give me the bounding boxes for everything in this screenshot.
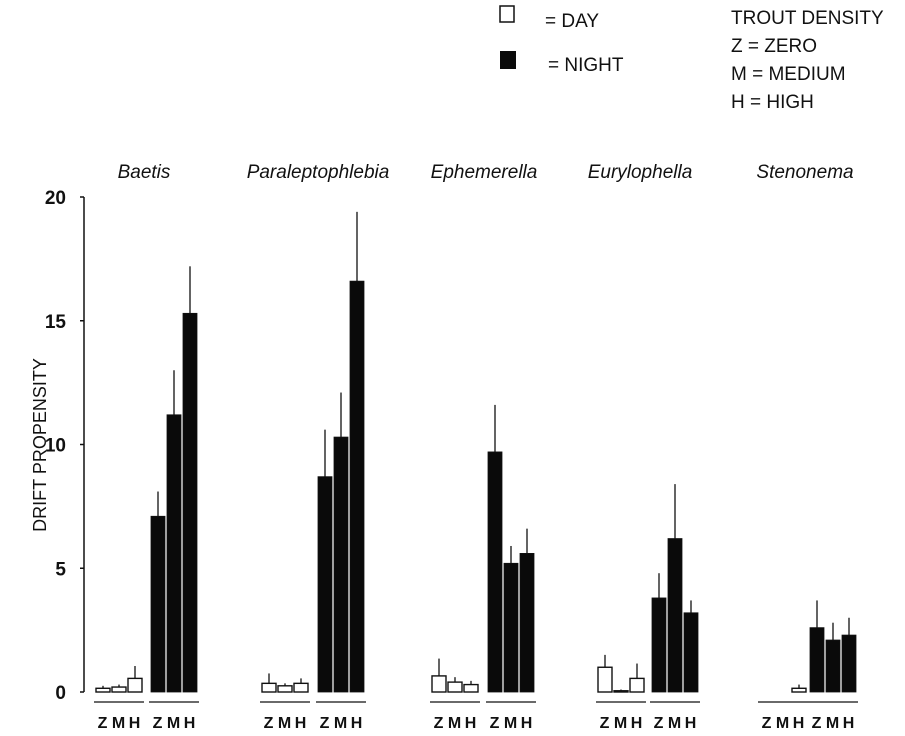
legend: = DAY = NIGHT TROUT DENSITY Z = ZERO M =… [499,5,884,113]
density-label: Z [98,715,109,732]
day-bar-h [127,677,143,693]
density-label: H [631,715,644,732]
panel-title: Baetis [118,162,171,183]
density-label: Z [153,715,164,732]
density-legend-zero: Z = ZERO [731,36,817,57]
day-bar-z [597,666,613,693]
density-label: H [793,715,806,732]
day-bar-z [261,682,277,693]
night-bar-m [333,436,349,693]
night-bar-h [841,634,857,693]
density-label: H [521,715,534,732]
y-tick-label: 20 [45,188,66,209]
density-legend-high: H = HIGH [731,92,814,113]
density-label: H [843,715,856,732]
legend-day-label: = DAY [545,11,599,32]
y-tick-label: 0 [55,683,66,704]
density-label: Z [320,715,331,732]
panel-title: Eurylophella [588,162,693,183]
night-bar-z [317,476,333,693]
density-label: H [685,715,698,732]
legend-night-swatch [500,51,516,69]
density-label: Z [600,715,611,732]
day-bar-z [431,675,447,693]
day-bar-h [293,682,309,693]
legend-night-label: = NIGHT [548,55,624,76]
panel-title: Ephemerella [431,162,538,183]
density-label: Z [434,715,445,732]
panel-title: Paraleptophlebia [247,162,390,183]
y-tick-label: 10 [45,436,66,457]
day-bar-m [111,686,127,693]
panel-title: Stenonema [756,162,853,183]
density-label: H [465,715,478,732]
density-label: Z [812,715,823,732]
day-bar-m [447,681,463,693]
night-bar-h [683,612,699,693]
night-bar-h [349,280,365,693]
density-label: M [614,715,628,732]
density-label: M [334,715,348,732]
density-label: M [776,715,790,732]
day-bar-m [613,690,629,693]
density-label: M [112,715,126,732]
density-label: M [448,715,462,732]
density-label: M [278,715,292,732]
density-label: M [826,715,840,732]
night-bar-z [487,451,503,693]
day-bar-h [629,677,645,693]
density-label: H [129,715,142,732]
density-label: M [504,715,518,732]
night-bar-z [809,627,825,693]
night-bar-m [825,639,841,693]
density-label: H [295,715,308,732]
night-bar-z [150,515,166,693]
density-label: Z [264,715,275,732]
y-tick-label: 15 [45,312,67,333]
y-axis-label: DRIFT PROPENSITY [30,358,50,532]
y-tick-label: 5 [55,559,66,580]
day-bar-z [95,687,111,693]
legend-day-swatch [499,5,515,23]
night-bar-z [651,597,667,693]
day-bar-h [463,683,479,693]
density-label: H [351,715,364,732]
day-bar-m [277,685,293,693]
density-label: Z [490,715,501,732]
night-bar-m [503,562,519,693]
day-bar-h [791,687,807,693]
night-bar-h [519,553,535,693]
density-legend-medium: M = MEDIUM [731,64,846,85]
density-label: Z [762,715,773,732]
density-label: Z [654,715,665,732]
night-bar-m [166,414,182,693]
y-axis: DRIFT PROPENSITY 0 5 10 15 20 [30,188,85,704]
night-bar-m [667,538,683,693]
night-bar-h [182,312,198,693]
density-label: H [184,715,197,732]
density-label: M [668,715,682,732]
density-legend-title: TROUT DENSITY [731,8,884,29]
density-label: M [167,715,181,732]
